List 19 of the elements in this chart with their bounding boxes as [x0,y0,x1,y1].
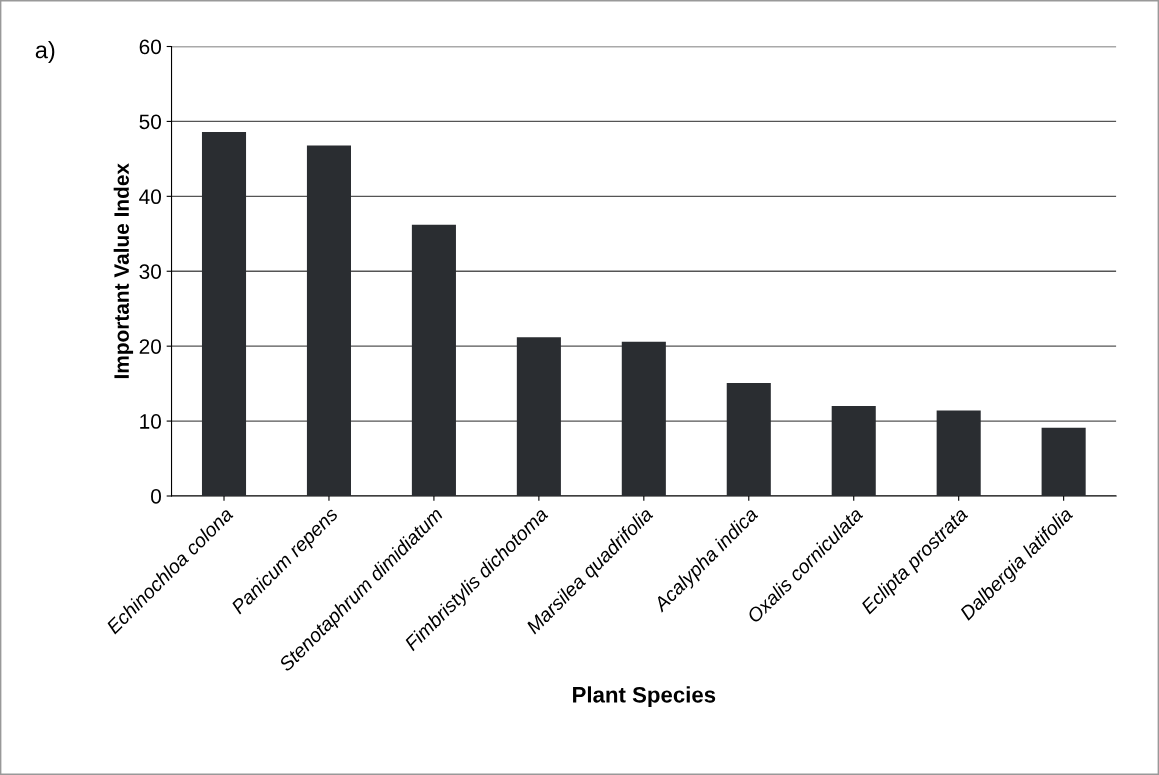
y-tick-label: 0 [151,489,161,504]
bar [831,406,876,496]
y-tick-label: 10 [140,414,161,429]
y-tick-label: 20 [139,339,161,354]
y-tick-label: 30 [139,264,161,279]
bar [306,145,351,496]
bar [411,224,456,496]
y-tick-label: 40 [139,189,161,205]
y-tick-label: 50 [139,114,161,130]
bar [516,337,561,496]
bar [1041,427,1086,496]
y-axis-title: Important Value Index [113,163,134,379]
bar [726,382,771,496]
text: a) [35,41,55,64]
bar [936,410,981,496]
bar [621,341,666,496]
bar [201,131,247,496]
y-tick-label: 60 [139,39,161,55]
x-axis-title: Plant Species [573,686,716,708]
